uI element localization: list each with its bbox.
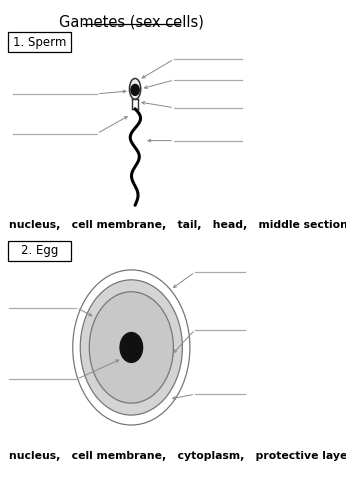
Circle shape [80, 280, 182, 415]
Text: 2. Egg: 2. Egg [21, 244, 58, 258]
Circle shape [120, 332, 143, 362]
Circle shape [73, 270, 190, 425]
Text: Gametes (sex cells): Gametes (sex cells) [59, 14, 204, 30]
FancyBboxPatch shape [8, 241, 71, 261]
Circle shape [89, 292, 173, 403]
Circle shape [131, 84, 139, 96]
Text: nucleus,   cell membrane,   cytoplasm,   protective layer: nucleus, cell membrane, cytoplasm, prote… [9, 451, 346, 461]
Text: nucleus,   cell membrane,   tail,   head,   middle section: nucleus, cell membrane, tail, head, midd… [9, 220, 346, 230]
Text: 1. Sperm: 1. Sperm [13, 36, 66, 49]
Ellipse shape [129, 78, 141, 100]
FancyBboxPatch shape [8, 32, 71, 52]
